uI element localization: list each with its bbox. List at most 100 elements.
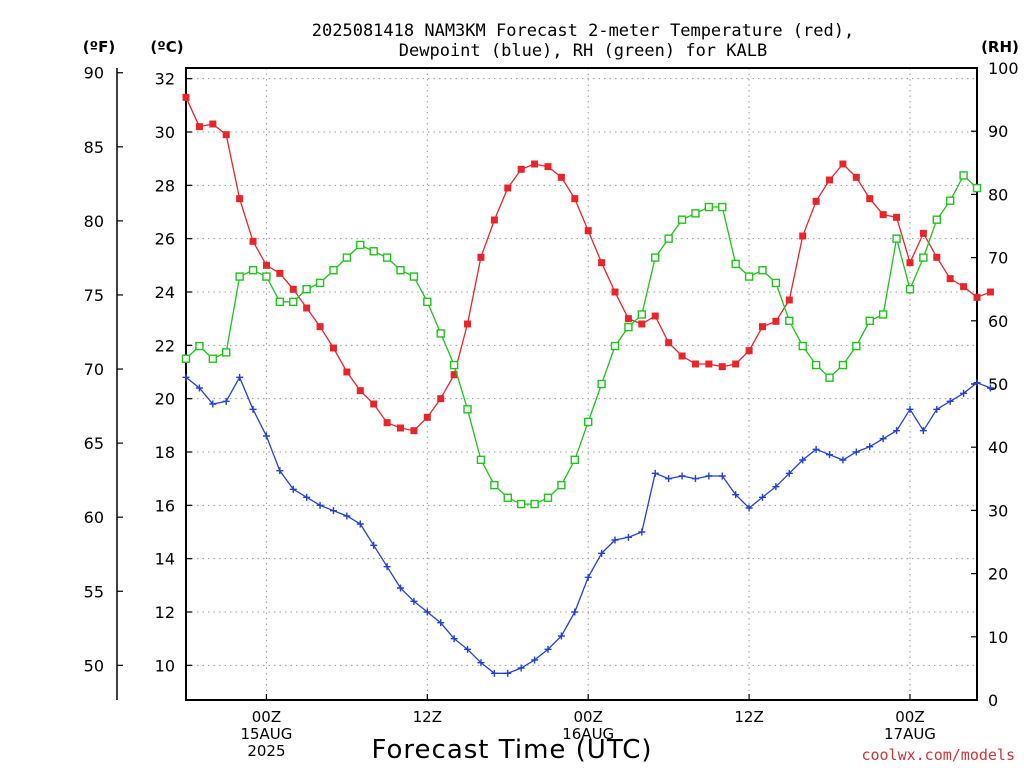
temperature-point — [758, 323, 766, 331]
dewpoint-point — [249, 405, 257, 413]
dewpoint-point — [651, 469, 659, 477]
rh-point — [342, 253, 352, 262]
temperature-point — [450, 371, 458, 379]
temperature-point — [665, 339, 673, 347]
rh-tick-label: 70 — [988, 249, 1008, 268]
temperature-point — [839, 160, 847, 168]
rh-point — [919, 253, 928, 262]
dewpoint-point — [209, 400, 217, 408]
x-tick-label: 16AUG — [562, 725, 614, 743]
temperature-point — [571, 195, 579, 203]
rh-point — [597, 379, 606, 389]
dewpoint-point — [370, 541, 378, 549]
celsius-tick-label: 16 — [155, 496, 175, 515]
tick-labels: 50 55 60 65 70 75 80 85 90 10 12 14 16 18 20 22 24 26 28 30… — [84, 59, 1019, 760]
rh-line — [185, 174, 978, 505]
rh-point — [677, 215, 687, 224]
fahrenheit-tick-label: 85 — [84, 138, 104, 157]
dewpoint-point — [826, 451, 834, 459]
temperature-point — [504, 184, 512, 192]
rh-point — [878, 310, 888, 319]
rh-point — [262, 272, 271, 281]
temperature-point — [303, 304, 311, 312]
rh-point — [289, 297, 298, 307]
dewpoint-point — [437, 619, 445, 627]
temperature-point — [195, 123, 203, 131]
dewpoint-point — [490, 669, 498, 677]
rh-point — [195, 341, 204, 351]
temperature-point — [893, 213, 901, 221]
dewpoint-point — [410, 597, 418, 605]
x-tick-label: 17AUG — [884, 725, 936, 743]
dewpoint-point — [893, 427, 901, 435]
temperature-point — [329, 344, 337, 352]
temperature-point — [316, 323, 324, 331]
rh-point — [852, 341, 861, 351]
rh-point — [905, 285, 915, 294]
x-tick-label: 12Z — [734, 708, 763, 726]
celsius-tick-label: 26 — [155, 230, 175, 249]
chart-title-line-2: Dewpoint (blue), RH (green) for KALB — [399, 41, 767, 61]
temperature-point — [383, 419, 391, 427]
rh-point — [543, 493, 553, 502]
dewpoint-point — [477, 659, 485, 667]
rh-point — [516, 499, 526, 509]
temperature-point — [906, 259, 914, 267]
rh-point — [382, 253, 392, 262]
temperature-point — [651, 312, 659, 320]
temperature-point — [852, 173, 860, 181]
temperature-point — [410, 427, 418, 435]
temperature-point — [705, 360, 713, 368]
temperature-point — [490, 216, 498, 224]
temperature-point — [960, 283, 968, 291]
rh-point — [959, 171, 968, 180]
temperature-point — [249, 237, 257, 245]
rh-point — [423, 297, 432, 307]
rh-point — [449, 360, 459, 370]
x-tick-label: 00Z — [574, 708, 603, 726]
temperature-point — [986, 288, 994, 296]
temperature-point — [289, 285, 297, 293]
dewpoint-point — [531, 656, 539, 664]
fahrenheit-tick-label: 55 — [84, 582, 104, 601]
rh-point — [651, 253, 660, 262]
dewpoint-series — [182, 373, 994, 677]
grid-lines — [186, 68, 977, 700]
dewpoint-point — [517, 664, 525, 672]
rh-tick-label: 90 — [988, 122, 1008, 141]
temperature-point — [812, 197, 820, 205]
celsius-tick-label: 24 — [155, 283, 175, 302]
rh-unit-label: (RH) — [981, 38, 1019, 56]
dewpoint-point — [182, 373, 190, 381]
rh-point — [181, 354, 191, 363]
dewpoint-point — [812, 445, 820, 453]
dewpoint-point — [557, 632, 565, 640]
rh-point — [610, 341, 620, 351]
rh-point — [731, 259, 740, 269]
temperature-point — [544, 163, 552, 171]
temperature-point — [973, 293, 981, 301]
temperature-point — [785, 296, 793, 304]
fahrenheit-tick-label: 75 — [84, 286, 104, 305]
temperature-point — [772, 317, 780, 325]
data-series — [181, 93, 994, 677]
celsius-tick-label: 32 — [155, 70, 175, 89]
rh-point — [624, 322, 633, 332]
rh-tick-label: 80 — [988, 185, 1008, 204]
rh-tick-label: 40 — [988, 438, 1008, 457]
rh-point — [557, 480, 566, 490]
rh-point — [838, 360, 848, 370]
dewpoint-point — [571, 608, 579, 616]
rh-point — [396, 266, 405, 275]
fahrenheit-tick-label: 90 — [84, 64, 104, 83]
dewpoint-point — [624, 533, 632, 541]
temperature-point — [678, 352, 686, 360]
plot-frame — [185, 67, 978, 701]
temperature-point — [343, 368, 351, 376]
temperature-point — [638, 320, 646, 328]
temperature-point — [236, 195, 244, 203]
fahrenheit-tick-label: 65 — [84, 434, 104, 453]
rh-point — [329, 266, 338, 275]
temperature-point — [919, 229, 927, 237]
